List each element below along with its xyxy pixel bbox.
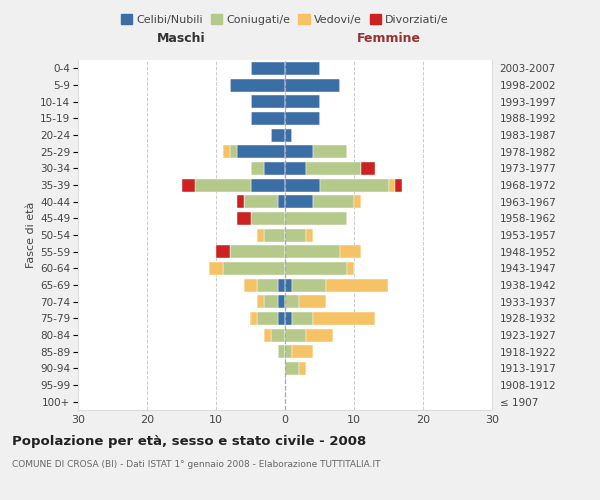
Bar bbox=[265, 228, 285, 241]
Bar bbox=[306, 162, 361, 175]
Bar bbox=[285, 245, 340, 258]
Bar bbox=[285, 128, 292, 141]
Bar bbox=[285, 178, 320, 192]
Bar bbox=[285, 328, 306, 342]
Bar bbox=[285, 78, 340, 92]
Bar bbox=[340, 245, 361, 258]
Bar bbox=[278, 278, 285, 291]
Bar bbox=[223, 262, 285, 275]
Bar bbox=[285, 162, 306, 175]
Bar bbox=[257, 228, 265, 241]
Bar bbox=[299, 295, 326, 308]
Bar bbox=[285, 362, 299, 375]
Bar bbox=[285, 145, 313, 158]
Bar bbox=[285, 62, 320, 75]
Bar bbox=[278, 345, 285, 358]
Text: Maschi: Maschi bbox=[157, 32, 206, 45]
Bar bbox=[313, 195, 354, 208]
Bar bbox=[230, 78, 285, 92]
Bar bbox=[251, 95, 285, 108]
Bar bbox=[285, 345, 292, 358]
Bar bbox=[196, 178, 251, 192]
Bar bbox=[251, 112, 285, 125]
Bar bbox=[265, 162, 285, 175]
Bar bbox=[265, 328, 271, 342]
Bar bbox=[182, 178, 196, 192]
Bar bbox=[306, 228, 313, 241]
Bar bbox=[292, 312, 313, 325]
Bar bbox=[285, 212, 347, 225]
Bar bbox=[285, 278, 292, 291]
Text: Femmine: Femmine bbox=[356, 32, 421, 45]
Bar bbox=[257, 278, 278, 291]
Bar bbox=[216, 245, 230, 258]
Text: COMUNE DI CROSA (BI) - Dati ISTAT 1° gennaio 2008 - Elaborazione TUTTITALIA.IT: COMUNE DI CROSA (BI) - Dati ISTAT 1° gen… bbox=[12, 460, 380, 469]
Bar bbox=[306, 328, 334, 342]
Bar bbox=[265, 295, 278, 308]
Bar bbox=[230, 245, 285, 258]
Bar bbox=[271, 328, 285, 342]
Bar bbox=[285, 228, 306, 241]
Bar bbox=[251, 312, 257, 325]
Bar bbox=[285, 312, 292, 325]
Bar bbox=[285, 95, 320, 108]
Bar bbox=[244, 195, 278, 208]
Bar bbox=[230, 145, 237, 158]
Bar bbox=[320, 178, 389, 192]
Bar bbox=[395, 178, 402, 192]
Bar bbox=[223, 145, 230, 158]
Bar bbox=[251, 178, 285, 192]
Bar bbox=[285, 262, 347, 275]
Bar bbox=[257, 312, 278, 325]
Bar bbox=[251, 212, 285, 225]
Bar bbox=[278, 295, 285, 308]
Bar bbox=[271, 128, 285, 141]
Bar bbox=[285, 195, 313, 208]
Bar bbox=[389, 178, 395, 192]
Bar bbox=[236, 212, 251, 225]
Bar bbox=[278, 312, 285, 325]
Bar bbox=[237, 145, 285, 158]
Bar bbox=[251, 162, 265, 175]
Bar bbox=[285, 112, 320, 125]
Bar bbox=[292, 278, 326, 291]
Bar bbox=[347, 262, 354, 275]
Bar bbox=[285, 295, 299, 308]
Bar bbox=[257, 295, 265, 308]
Bar bbox=[278, 195, 285, 208]
Bar bbox=[244, 278, 257, 291]
Bar bbox=[209, 262, 223, 275]
Bar bbox=[326, 278, 389, 291]
Bar bbox=[299, 362, 306, 375]
Bar bbox=[237, 195, 244, 208]
Bar bbox=[292, 345, 313, 358]
Bar bbox=[313, 312, 374, 325]
Bar bbox=[361, 162, 374, 175]
Bar bbox=[251, 62, 285, 75]
Text: Popolazione per età, sesso e stato civile - 2008: Popolazione per età, sesso e stato civil… bbox=[12, 435, 366, 448]
Y-axis label: Fasce di età: Fasce di età bbox=[26, 202, 36, 268]
Legend: Celibi/Nubili, Coniugati/e, Vedovi/e, Divorziati/e: Celibi/Nubili, Coniugati/e, Vedovi/e, Di… bbox=[117, 10, 453, 29]
Bar bbox=[354, 195, 361, 208]
Bar bbox=[313, 145, 347, 158]
